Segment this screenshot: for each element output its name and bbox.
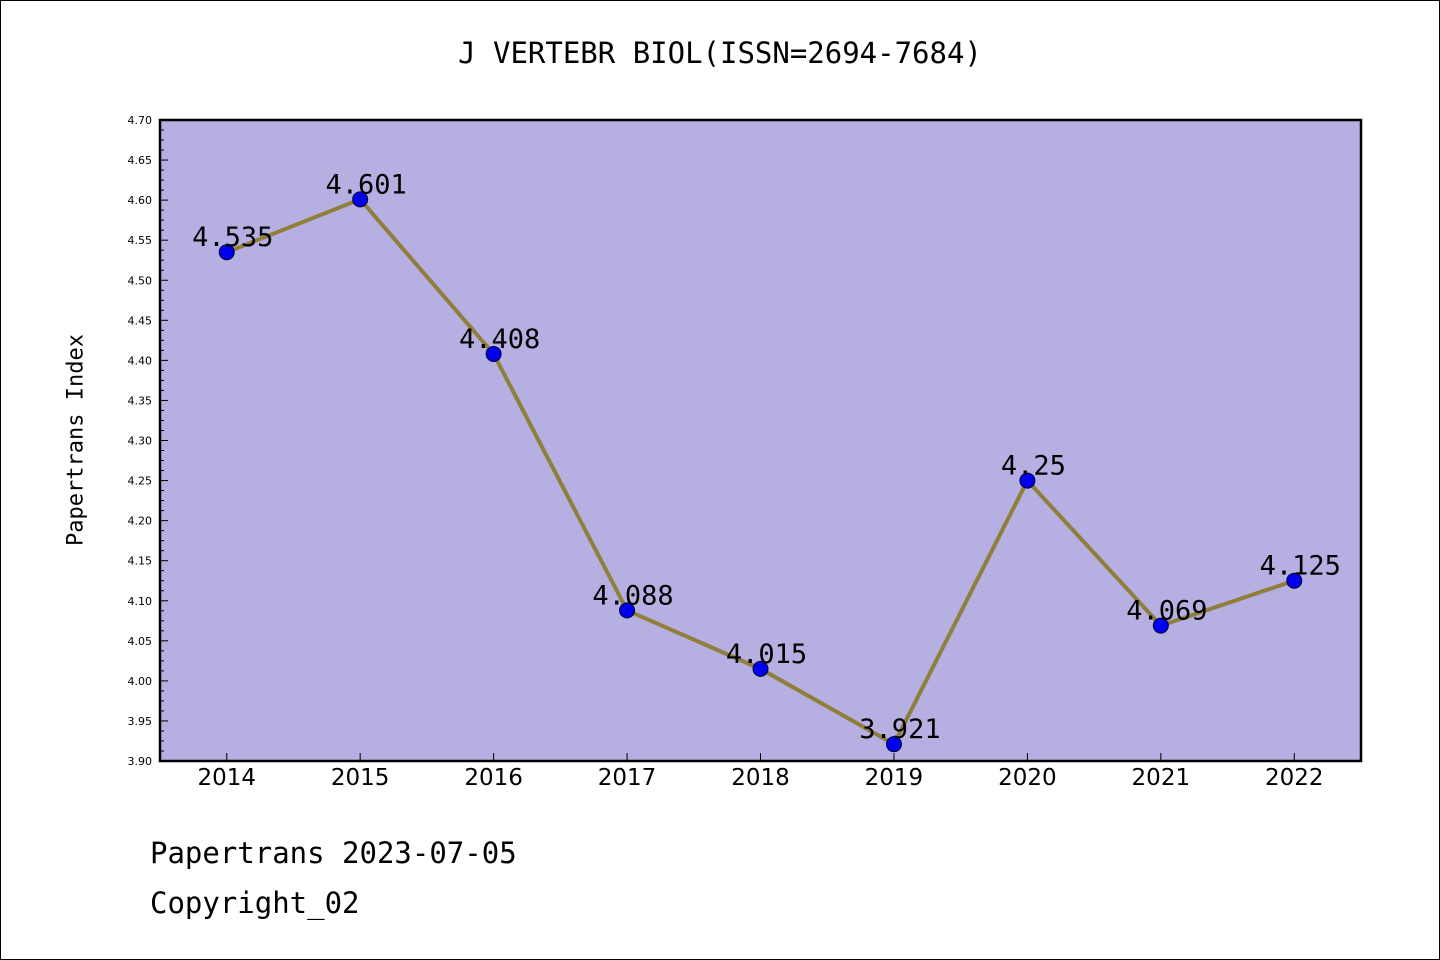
data-point [1019,472,1036,489]
data-label: 4.408 [459,324,540,355]
data-point [1286,572,1303,589]
y-tick-label: 4.45 [128,314,153,327]
x-tick-label: 2018 [731,765,790,791]
footer-date: Papertrans 2023-07-05 [150,836,517,870]
y-tick-label: 4.05 [128,635,153,648]
x-tick-label: 2017 [598,765,657,791]
data-point [218,244,235,261]
y-tick-label: 4.50 [128,274,153,287]
x-tick-label: 2016 [464,765,523,791]
data-label: 4.088 [592,580,673,611]
x-tick-label: 2015 [331,765,390,791]
y-tick-label: 4.00 [128,675,153,688]
data-point [1152,617,1169,634]
y-tick-label: 4.30 [128,435,153,448]
y-tick-label: 4.70 [128,114,153,127]
x-tick-label: 2014 [197,765,256,791]
y-tick-label: 4.65 [128,154,153,167]
data-point [485,345,502,362]
data-label: 4.125 [1260,551,1341,582]
data-point [352,191,369,208]
data-label-group: 4.535 4.601 4.408 4.088 4.015 3.921 4.25 4.069 4… [192,169,1341,745]
y-tick-label: 4.35 [128,394,153,407]
y-tick-label: 4.10 [128,595,153,608]
plot-border [158,118,1363,763]
y-tick-label: 4.15 [128,555,153,568]
x-tick-label: 2020 [998,765,1057,791]
data-point [752,660,769,677]
data-label: 4.015 [726,639,807,670]
x-tick-label: 2021 [1132,765,1191,791]
y-tick-label: 4.20 [128,515,153,528]
data-label: 4.601 [326,169,407,200]
x-tick-label: 2022 [1265,765,1324,791]
data-point [619,602,636,619]
y-tick-label: 4.25 [128,475,153,488]
x-tick-label: 2019 [865,765,924,791]
data-label: 3.921 [859,714,940,745]
data-point [885,736,902,753]
y-tick-label: 4.40 [128,354,153,367]
y-tick-label: 4.60 [128,194,153,207]
y-tick-label: 4.55 [128,234,153,247]
plot-area [160,120,1361,761]
data-label: 4.25 [1001,451,1066,482]
y-tick-label: 3.95 [128,715,153,728]
x-axis-ticks: 2014 2015 2016 2017 2018 2019 2020 2021 2022 [197,753,1324,791]
data-label: 4.069 [1126,596,1207,627]
y-tick-label: 3.90 [128,755,153,768]
data-label: 4.535 [192,222,273,253]
footer-copyright: Copyright_02 [150,886,360,920]
chart-title: J VERTEBR BIOL(ISSN=2694-7684) [458,36,982,70]
series-marker-group [218,191,1303,753]
y-axis-ticks: 3.90 3.95 4.00 4.05 4.10 4.15 4.20 4.25 4.30 4.35… [128,114,168,768]
